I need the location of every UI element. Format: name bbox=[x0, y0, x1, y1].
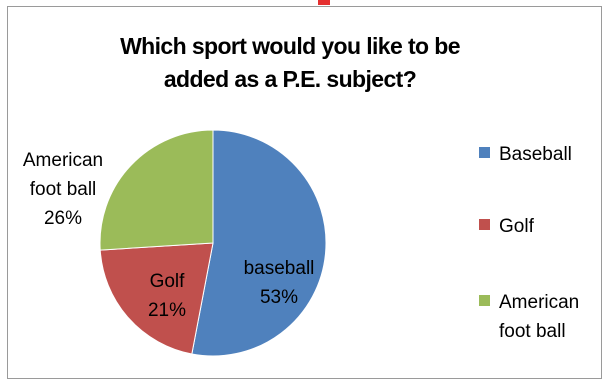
slice-label-golf-percent: 21% bbox=[148, 300, 186, 321]
legend-label-american-football-line-2: foot ball bbox=[499, 321, 566, 342]
slice-label-american-football-line-2: foot ball bbox=[30, 179, 97, 200]
slice-label-american-football-line-1: American bbox=[23, 150, 103, 171]
pie-slice-golf bbox=[99, 242, 214, 355]
legend-swatch-baseball bbox=[479, 147, 490, 158]
legend-label-american-football-line-1: American bbox=[499, 292, 579, 313]
legend-swatch-american-football bbox=[479, 295, 490, 306]
legend-swatch-golf bbox=[479, 219, 490, 230]
pie-slice-baseball bbox=[191, 129, 327, 357]
pie-slice-american-football bbox=[99, 129, 214, 251]
top-strip bbox=[0, 0, 613, 6]
slice-label-baseball-percent: 53% bbox=[260, 287, 298, 308]
chart-title-line-1: Which sport would you like to be bbox=[120, 33, 460, 59]
chart-title-line-2: added as a P.E. subject? bbox=[163, 66, 417, 92]
slice-label-golf-name: Golf bbox=[150, 271, 186, 292]
chart-title: Which sport would you like to be added a… bbox=[40, 30, 540, 96]
slice-label-baseball-name: baseball bbox=[244, 258, 315, 279]
red-text-fragment bbox=[318, 0, 330, 5]
legend-label-golf: Golf bbox=[499, 216, 535, 237]
legend-label-baseball: Baseball bbox=[499, 144, 572, 165]
slice-label-american-football-percent: 26% bbox=[44, 208, 82, 229]
